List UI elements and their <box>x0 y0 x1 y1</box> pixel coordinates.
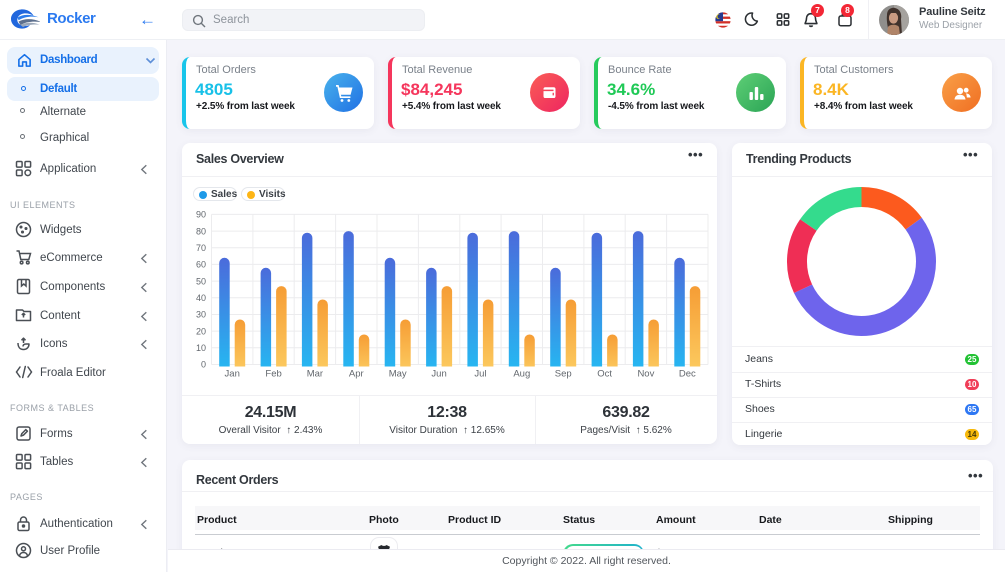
svg-text:Jun: Jun <box>431 369 446 380</box>
svg-text:Jan: Jan <box>225 369 240 380</box>
svg-text:50: 50 <box>196 276 206 286</box>
svg-text:Oct: Oct <box>597 369 612 380</box>
svg-text:Dec: Dec <box>679 369 696 380</box>
svg-text:Aug: Aug <box>513 369 530 380</box>
svg-text:Mar: Mar <box>307 369 323 380</box>
svg-text:Apr: Apr <box>349 369 364 380</box>
svg-text:80: 80 <box>196 226 206 236</box>
svg-text:90: 90 <box>196 210 206 220</box>
svg-text:20: 20 <box>196 326 206 336</box>
svg-text:Sep: Sep <box>555 369 572 380</box>
svg-text:Nov: Nov <box>637 369 654 380</box>
svg-text:May: May <box>389 369 407 380</box>
svg-text:Feb: Feb <box>265 369 281 380</box>
svg-text:40: 40 <box>196 293 206 303</box>
svg-text:10: 10 <box>196 343 206 353</box>
svg-text:30: 30 <box>196 310 206 320</box>
svg-text:0: 0 <box>201 360 206 370</box>
svg-text:Jul: Jul <box>474 369 486 380</box>
svg-text:60: 60 <box>196 260 206 270</box>
svg-text:70: 70 <box>196 243 206 253</box>
